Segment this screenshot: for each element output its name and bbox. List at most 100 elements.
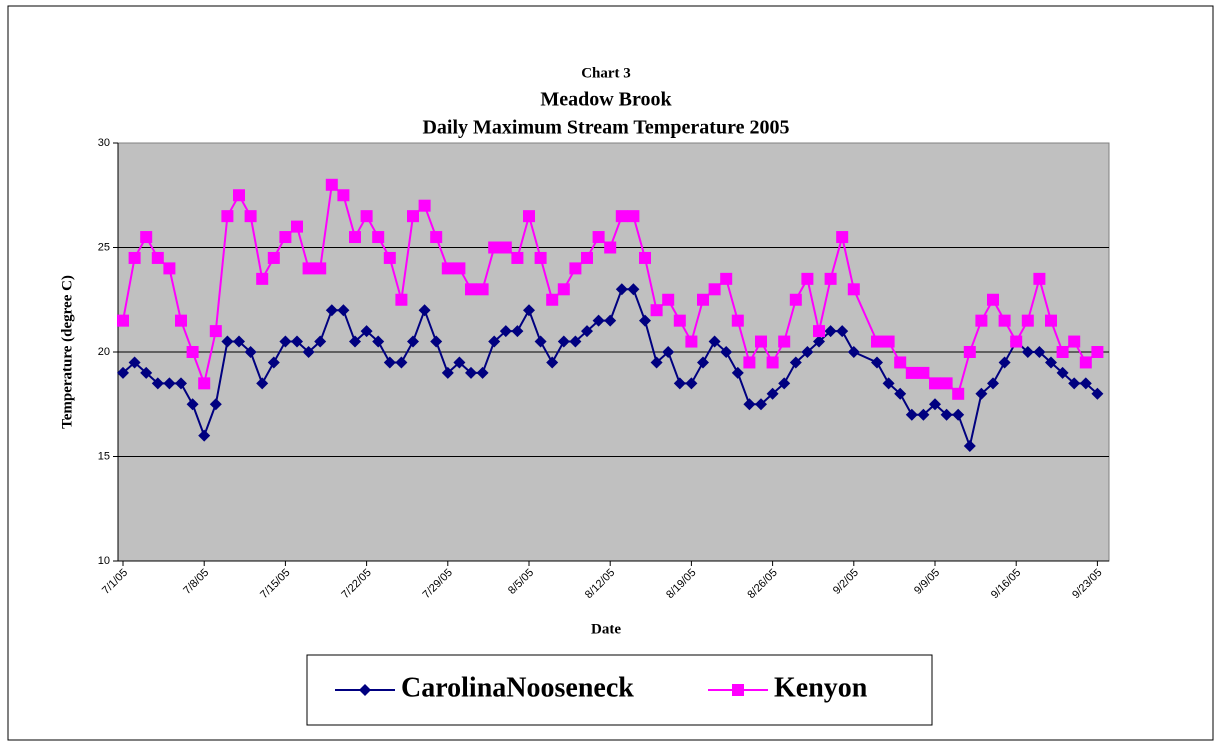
data-point: [905, 366, 918, 379]
data-point: [151, 377, 164, 390]
data-point: [1068, 377, 1081, 390]
data-point: [673, 377, 686, 390]
data-point: [151, 251, 164, 264]
data-point: [1056, 346, 1069, 358]
data-point: [697, 293, 709, 306]
y-axis-label: Temperature (degree C): [59, 275, 75, 429]
data-point: [604, 314, 617, 327]
data-point: [499, 241, 512, 254]
data-point: [140, 366, 153, 379]
legend-label: Kenyon: [774, 672, 868, 703]
data-point: [534, 251, 547, 264]
data-point: [639, 251, 651, 264]
data-point: [685, 335, 698, 348]
data-point: [755, 335, 767, 348]
data-point: [929, 398, 941, 411]
data-point: [372, 231, 385, 244]
data-point: [233, 335, 245, 348]
data-point: [395, 356, 408, 369]
data-point: [291, 220, 303, 233]
data-point: [1033, 346, 1046, 358]
data-point: [175, 314, 187, 327]
data-point: [267, 356, 280, 369]
data-point: [836, 231, 849, 244]
data-point: [557, 335, 570, 348]
data-point: [337, 304, 350, 317]
data-point: [836, 325, 849, 338]
data-point: [465, 366, 477, 379]
data-point: [198, 377, 211, 390]
data-point: [871, 335, 883, 348]
data-point: [871, 356, 883, 369]
data-point: [1056, 366, 1069, 379]
data-point: [546, 293, 559, 306]
data-point: [731, 314, 744, 327]
data-point: [917, 366, 930, 379]
y-tick-label: 30: [98, 137, 110, 149]
data-point: [128, 356, 141, 369]
data-point: [755, 398, 767, 411]
data-point: [894, 387, 907, 400]
data-point: [1010, 335, 1023, 348]
data-point: [1068, 335, 1081, 348]
data-point: [221, 335, 234, 348]
data-point: [662, 293, 675, 306]
legend-label: CarolinaNooseneck: [401, 672, 634, 703]
data-point: [917, 408, 930, 421]
data-point: [998, 314, 1011, 327]
data-point: [685, 377, 698, 390]
data-point: [186, 346, 199, 358]
data-point: [847, 346, 860, 358]
data-point: [279, 335, 292, 348]
data-point: [650, 356, 663, 369]
data-point: [349, 231, 361, 244]
data-point: [627, 283, 640, 296]
data-point: [256, 377, 269, 390]
data-point: [569, 262, 582, 275]
data-point: [615, 283, 628, 296]
data-point: [407, 210, 419, 223]
data-point: [209, 398, 222, 411]
y-tick-label: 25: [98, 241, 110, 253]
data-point: [349, 335, 361, 348]
data-point: [813, 335, 825, 348]
chart-title: Daily Maximum Stream Temperature 2005: [422, 117, 789, 139]
data-point: [117, 314, 129, 327]
data-point: [163, 262, 176, 275]
data-point: [940, 408, 953, 421]
data-point: [441, 262, 454, 275]
data-point: [267, 251, 280, 264]
data-point: [186, 398, 199, 411]
legend: [306, 654, 933, 726]
data-point: [476, 366, 489, 379]
data-point: [987, 293, 999, 306]
data-point: [789, 293, 802, 306]
data-point: [778, 377, 791, 390]
data-point: [882, 377, 895, 390]
data-point: [395, 293, 408, 306]
data-point: [766, 356, 779, 369]
data-point: [882, 335, 895, 348]
data-point: [488, 241, 501, 254]
data-point: [499, 325, 512, 338]
data-point: [244, 210, 257, 223]
data-point: [708, 335, 721, 348]
data-point: [1091, 346, 1104, 358]
data-point: [244, 346, 257, 358]
data-point: [963, 440, 976, 453]
y-tick-label: 20: [98, 346, 110, 358]
data-point: [952, 387, 965, 400]
data-point: [441, 366, 454, 379]
data-point: [523, 210, 535, 223]
y-tick-label: 10: [98, 555, 110, 567]
data-point: [697, 356, 709, 369]
data-point: [720, 346, 733, 358]
data-point: [1021, 314, 1034, 327]
data-point: [383, 251, 396, 264]
data-point: [789, 356, 802, 369]
data-point: [998, 356, 1011, 369]
data-point: [117, 366, 129, 379]
data-point: [221, 210, 234, 223]
data-point: [778, 335, 791, 348]
